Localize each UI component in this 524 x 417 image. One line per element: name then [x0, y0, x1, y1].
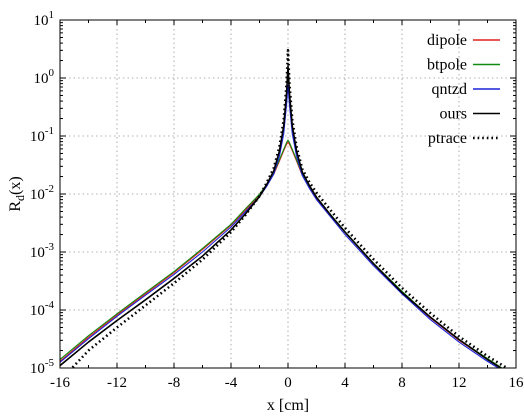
legend-label-ptrace: ptrace: [428, 130, 467, 147]
y-axis-label-rest: (x): [7, 176, 24, 195]
y-axis-label-main: R: [7, 201, 24, 212]
series-line-qntzd: [60, 84, 500, 368]
y-axis-label-subscript: d: [13, 195, 27, 201]
x-tick-label: 0: [284, 375, 292, 391]
plot-area: [60, 49, 510, 368]
legend-label-ours: ours: [439, 106, 467, 123]
legend: dipole btpole qntzd ours ptrace: [427, 32, 500, 147]
x-tick-label: -4: [225, 375, 238, 391]
x-tick-label: 4: [341, 375, 349, 391]
legend-label-dipole: dipole: [427, 32, 467, 49]
x-tick-label: 16: [509, 375, 524, 391]
axis-ticks: -16 -12 -8 -4 0 4 8 12 16 101 100 10-1 10-2 10-3 10-4 1…: [30, 9, 524, 391]
x-tick-label: -16: [50, 375, 70, 391]
x-tick-label: -8: [168, 375, 181, 391]
y-tick-label: 10-5: [30, 357, 55, 377]
series-line-ours: [60, 65, 503, 368]
y-axis-label: Rd(x): [7, 176, 27, 211]
x-tick-label: 8: [398, 375, 406, 391]
x-axis-label: x [cm]: [267, 397, 309, 414]
y-tick-label: 100: [34, 67, 55, 87]
x-tick-label: -12: [107, 375, 127, 391]
x-tick-label: 12: [452, 375, 467, 391]
y-tick-label: 10-3: [30, 241, 55, 261]
y-tick-label: 10-1: [30, 125, 54, 145]
legend-label-qntzd: qntzd: [431, 81, 467, 98]
series-line-ptrace: [70, 49, 510, 368]
y-tick-label: 10-4: [30, 299, 55, 319]
y-tick-label: 101: [34, 9, 55, 29]
legend-label-btpole: btpole: [427, 57, 467, 74]
y-tick-label: 10-2: [30, 183, 54, 203]
